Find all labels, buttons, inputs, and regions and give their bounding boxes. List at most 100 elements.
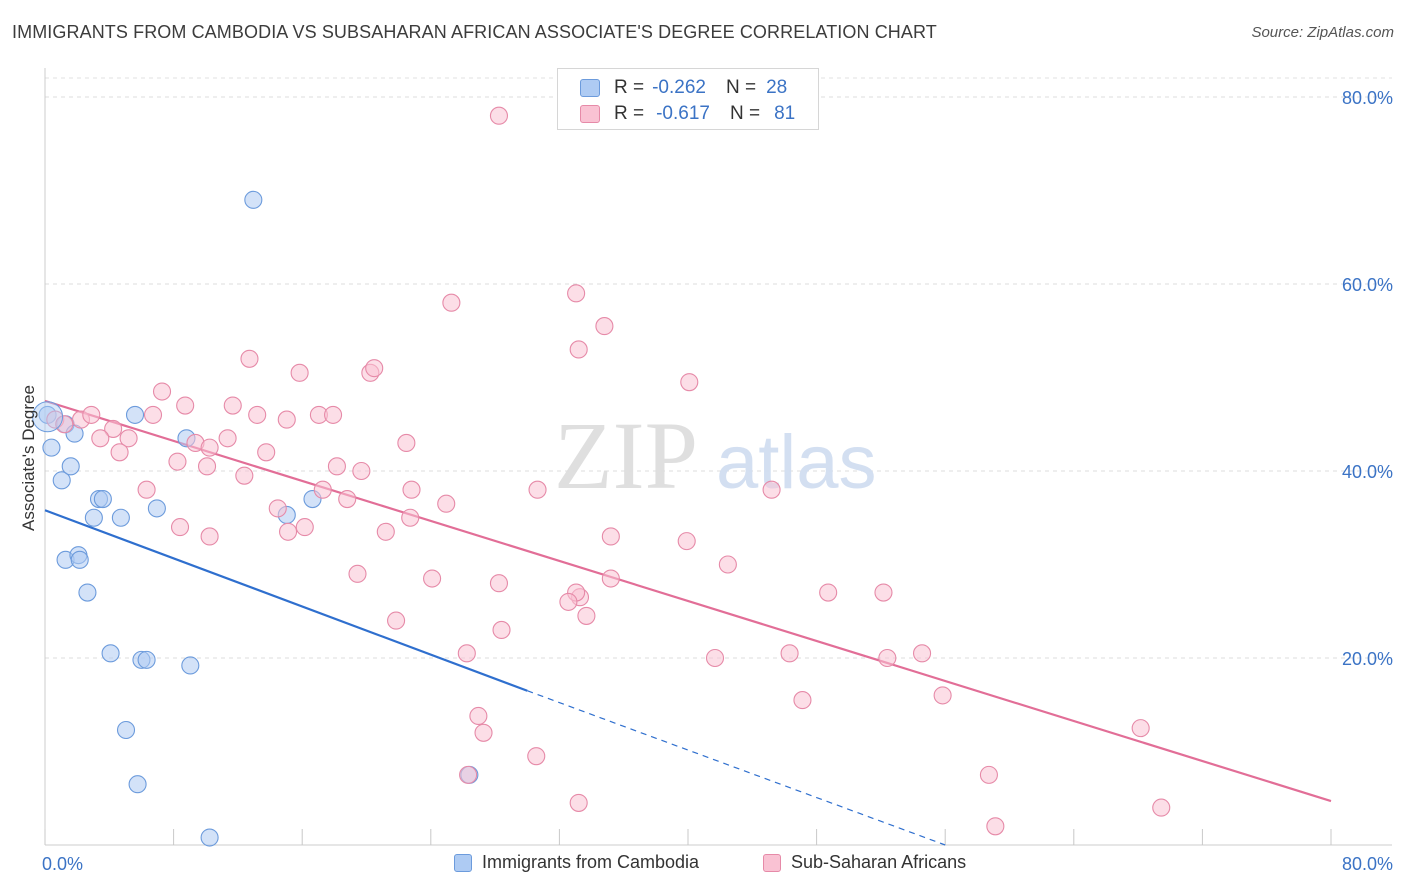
subsaharan-point	[567, 284, 586, 303]
subsaharan-point	[55, 415, 74, 434]
subsaharan-point	[91, 429, 110, 448]
stats-swatch-cambodia	[580, 79, 600, 97]
subsaharan-point	[442, 293, 461, 312]
subsaharan-point	[290, 363, 309, 382]
stats-swatch-subsaharan	[580, 105, 600, 123]
stats-row-cambodia: R = -0.262 N = 28	[580, 76, 787, 100]
subsaharan-point	[1131, 719, 1150, 738]
subsaharan-point	[527, 747, 546, 766]
stats-r-label: R =	[614, 77, 645, 98]
subsaharan-point	[313, 480, 332, 499]
subsaharan-point	[474, 723, 493, 742]
stats-n-value: 28	[766, 77, 788, 98]
cambodia-point	[181, 656, 200, 675]
subsaharan-point	[762, 480, 781, 499]
subsaharan-point	[718, 555, 737, 574]
cambodia-trend-line	[44, 509, 528, 692]
subsaharan-point	[110, 443, 129, 462]
axes	[44, 68, 1392, 846]
x-tick-label: 80.0%	[1342, 854, 1393, 874]
cambodia-point	[111, 508, 130, 527]
subsaharan-point	[365, 359, 384, 378]
subsaharan-point	[235, 466, 254, 485]
legend-label-subsaharan: Sub-Saharan Africans	[791, 852, 967, 872]
stats-n-label: N =	[729, 103, 761, 124]
stats-n-label: N =	[725, 77, 757, 98]
subsaharan-point	[197, 457, 217, 476]
trend-lines	[44, 399, 1332, 846]
subsaharan-point	[677, 532, 696, 551]
subsaharan-point	[705, 648, 725, 668]
subsaharan-point	[489, 106, 509, 125]
y-axis-label: Associate's Degree	[19, 385, 38, 531]
subsaharan-point	[489, 574, 509, 593]
cambodia-point	[61, 457, 80, 476]
subsaharan-point	[268, 499, 287, 518]
subsaharan-point	[240, 349, 259, 368]
legend-label-cambodia: Immigrants from Cambodia	[482, 852, 700, 872]
subsaharan-point	[248, 405, 267, 424]
chart-source: Source: ZipAtlas.com	[1251, 24, 1394, 41]
subsaharan-point	[1152, 798, 1171, 817]
subsaharan-point	[176, 396, 195, 415]
cambodia-point	[244, 190, 263, 209]
legend-item-cambodia: Immigrants from Cambodia	[454, 852, 699, 873]
subsaharan-point	[401, 508, 420, 527]
subsaharan-point	[793, 691, 812, 710]
subsaharan-point	[327, 457, 346, 476]
subsaharan-point	[986, 817, 1005, 836]
stats-r-label: R =	[614, 103, 645, 124]
subsaharan-point	[295, 518, 314, 537]
cambodia-point	[70, 550, 89, 569]
subsaharan-point	[223, 396, 242, 415]
cambodia-point	[84, 508, 103, 527]
watermark-atlas: atlas	[716, 420, 877, 505]
subsaharan-point	[277, 410, 296, 429]
subsaharan-point	[819, 583, 838, 602]
y-tick-label: 40.0%	[1342, 462, 1393, 482]
cambodia-point	[116, 720, 136, 740]
subsaharan-point	[137, 480, 156, 499]
subsaharan-point	[569, 793, 588, 812]
cambodia-point	[52, 471, 71, 490]
subsaharan-point	[200, 438, 219, 457]
cambodia-point	[101, 644, 120, 663]
subsaharan-point	[218, 429, 237, 448]
tick-labels: 20.0% 40.0% 60.0% 80.0% 0.0% 80.0%	[42, 88, 1393, 874]
subsaharan-point	[559, 592, 578, 611]
subsaharan-point	[168, 452, 187, 471]
cambodia-point	[147, 499, 166, 518]
subsaharan-point	[104, 419, 123, 438]
subsaharan-point	[143, 405, 163, 424]
cambodia-point	[125, 405, 145, 424]
subsaharan-point	[680, 373, 699, 392]
subsaharan-trend-line	[44, 399, 1332, 803]
chart-legend: Immigrants from Cambodia Sub-Saharan Afr…	[0, 852, 1406, 878]
data-points	[32, 106, 1171, 847]
cambodia-point	[78, 583, 97, 602]
legend-swatch-subsaharan	[763, 853, 781, 872]
subsaharan-point	[874, 583, 893, 602]
cambodia-point	[200, 828, 219, 847]
cambodia-cluster-point	[32, 401, 64, 433]
y-tick-label: 60.0%	[1342, 275, 1393, 295]
y-tick-label: 80.0%	[1342, 88, 1393, 108]
subsaharan-point	[387, 611, 406, 630]
subsaharan-point	[170, 518, 190, 537]
subsaharan-point	[457, 644, 476, 663]
subsaharan-point	[119, 429, 138, 448]
stats-legend: R = -0.262 N = 28 R = -0.617 N = 81	[557, 68, 819, 130]
stats-row-subsaharan: R = -0.617 N = 81	[580, 102, 795, 126]
subsaharan-point	[423, 569, 442, 588]
subsaharan-point	[528, 480, 547, 499]
subsaharan-point	[601, 569, 620, 588]
stats-r-value: -0.617	[656, 103, 710, 124]
subsaharan-point	[257, 443, 276, 462]
cambodia-trend-line-extension	[527, 690, 946, 846]
subsaharan-point	[338, 489, 357, 509]
subsaharan-point	[780, 644, 799, 663]
subsaharan-point	[459, 765, 478, 784]
cambodia-point	[42, 438, 61, 457]
subsaharan-point	[878, 648, 897, 668]
